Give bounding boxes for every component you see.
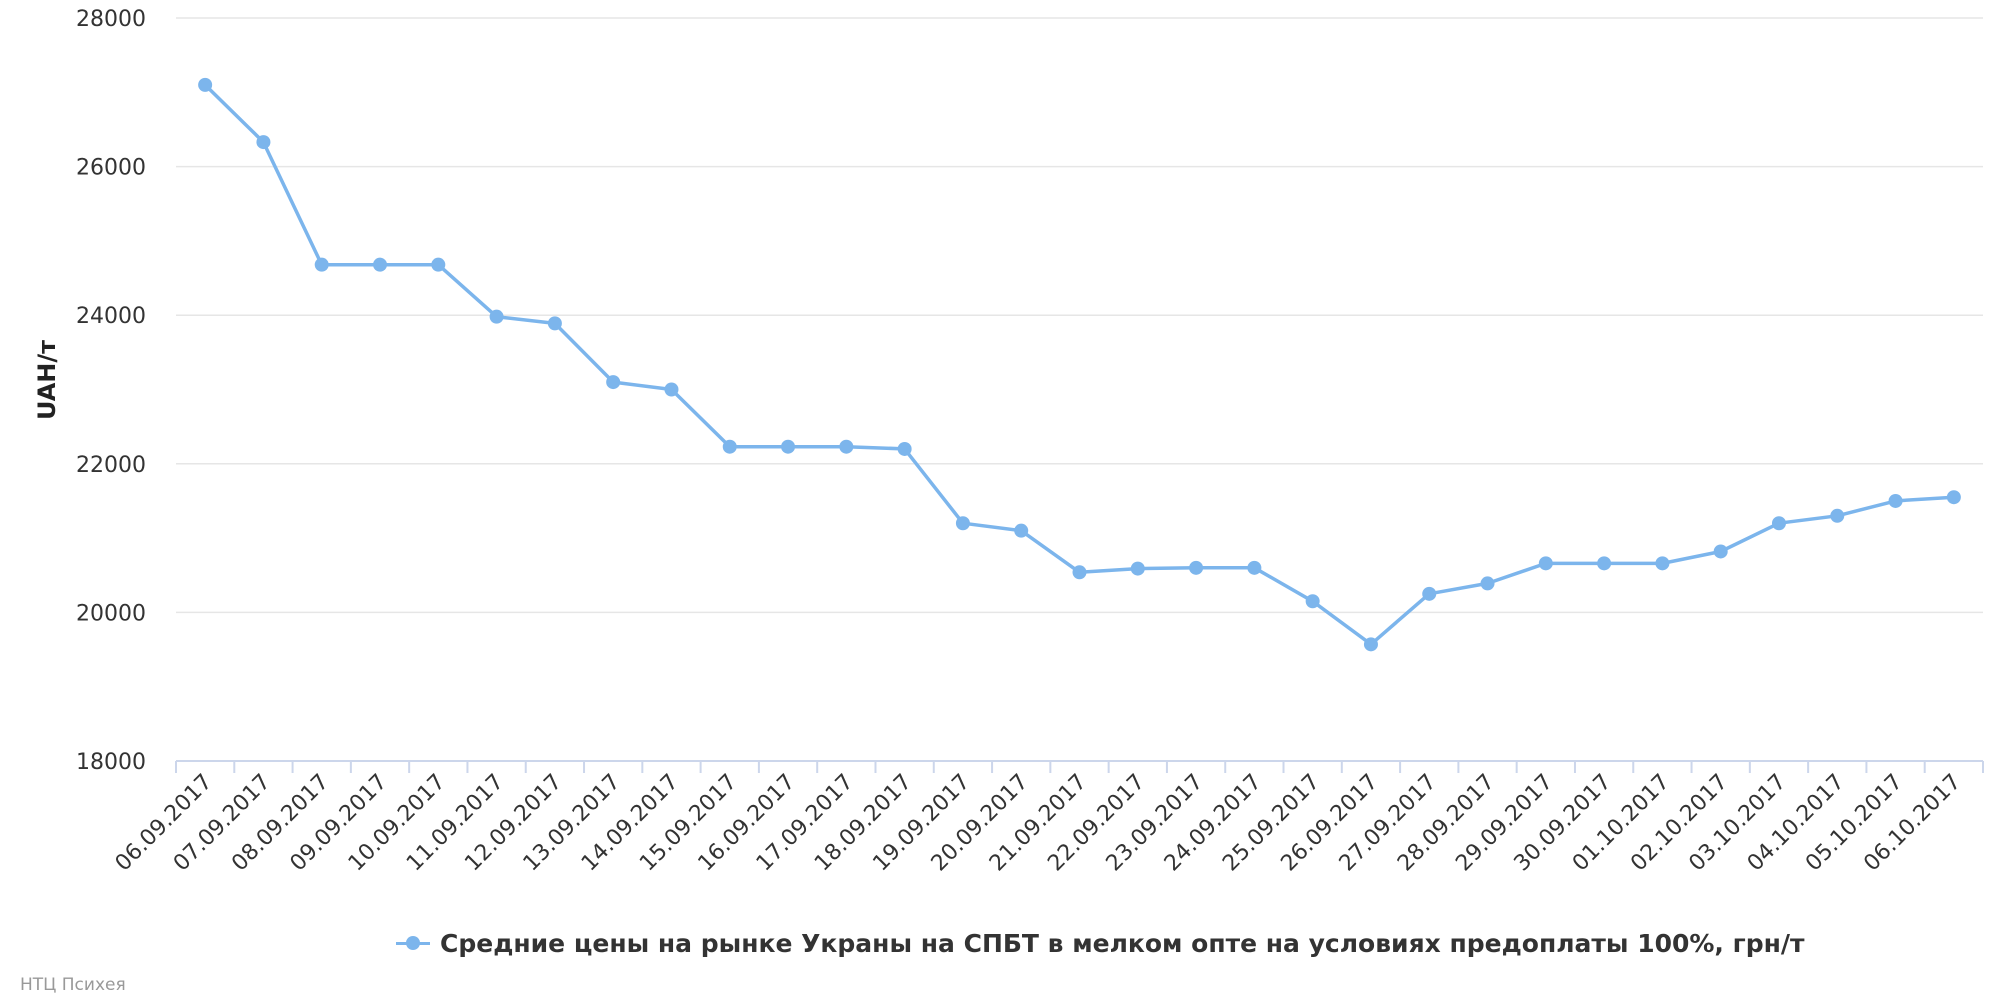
data-point [1189, 560, 1204, 575]
data-point [722, 439, 737, 454]
data-point [489, 309, 504, 324]
data-point [1480, 576, 1495, 591]
data-point [606, 375, 621, 390]
data-point [781, 439, 796, 454]
data-point [1771, 516, 1786, 531]
data-point [1597, 556, 1612, 571]
data-point [1422, 586, 1437, 601]
y-tick-label: 18000 [76, 750, 146, 775]
data-point [431, 257, 446, 272]
data-point [256, 135, 271, 150]
data-point [1830, 508, 1845, 523]
data-point [314, 257, 329, 272]
data-point [1305, 594, 1320, 609]
data-point [1946, 490, 1961, 505]
x-axis: 06.09.201707.09.201708.09.201709.09.2017… [111, 760, 1984, 876]
y-tick-label: 20000 [76, 601, 146, 626]
data-point [839, 439, 854, 454]
y-tick-label: 22000 [76, 453, 146, 478]
legend-label: Средние цены на рынке Украны на СПБТ в м… [440, 928, 1805, 958]
data-point [373, 257, 388, 272]
legend[interactable]: Средние цены на рынке Украны на СПБТ в м… [396, 925, 1804, 961]
legend-marker [396, 933, 430, 953]
credits[interactable]: НТЦ Психея [20, 975, 126, 995]
data-point [1130, 561, 1145, 576]
y-axis-title: UAH/т [33, 340, 61, 420]
data-point [1655, 556, 1670, 571]
data-point [1072, 565, 1087, 580]
data-point [547, 316, 562, 331]
data-point [897, 441, 912, 456]
data-point [955, 516, 970, 531]
data-point [198, 77, 213, 92]
y-tick-label: 28000 [76, 7, 146, 32]
y-tick-label: 26000 [76, 156, 146, 181]
data-point [1888, 493, 1903, 508]
series-line [203, 83, 1955, 647]
grid-lines [176, 17, 1983, 614]
data-point [1247, 560, 1262, 575]
data-point [664, 382, 679, 397]
data-point [1014, 523, 1029, 538]
series-group [198, 77, 1961, 652]
legend-dot [406, 936, 420, 950]
data-point [1363, 637, 1378, 652]
y-axis-ticks: 18000 20000 22000 24000 26000 28000 [76, 7, 146, 775]
data-point [1538, 556, 1553, 571]
y-tick-label: 24000 [76, 304, 146, 329]
data-point [1713, 544, 1728, 559]
